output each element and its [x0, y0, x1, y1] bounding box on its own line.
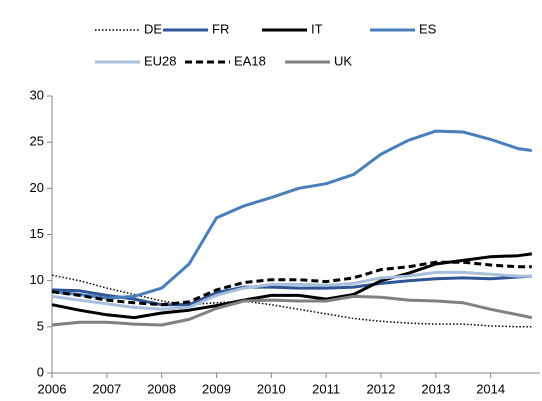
- legend-label: EA18: [234, 53, 266, 68]
- x-tick-label: 2006: [38, 381, 67, 396]
- y-tick-label: 25: [30, 134, 44, 149]
- x-tick-label: 2011: [312, 381, 340, 396]
- x-tick-label: 2012: [367, 381, 396, 396]
- y-tick-label: 20: [30, 180, 44, 195]
- y-tick-label: 0: [37, 364, 44, 379]
- legend-label: DE: [144, 21, 162, 36]
- x-tick-label: 2009: [202, 381, 231, 396]
- y-tick-label: 5: [37, 318, 44, 333]
- series-line: [51, 274, 532, 307]
- x-tick-label: 2008: [147, 381, 176, 396]
- legend-label: EU28: [144, 53, 177, 68]
- y-tick-label: 10: [30, 272, 44, 287]
- legend-label: IT: [311, 21, 323, 36]
- x-tick-label: 2010: [257, 381, 286, 396]
- series-line: [51, 129, 533, 300]
- x-tick-label: 2007: [92, 381, 121, 396]
- legend-label: FR: [212, 21, 229, 36]
- y-tick-label: 30: [30, 87, 44, 102]
- series-line: [51, 270, 532, 311]
- legend-label: ES: [419, 21, 437, 36]
- x-tick-label: 2014: [476, 381, 505, 396]
- series-line: [51, 294, 533, 327]
- series-line: [51, 252, 532, 320]
- series-line: [51, 260, 532, 307]
- legend-label: UK: [334, 53, 352, 68]
- x-tick-label: 2013: [421, 381, 450, 396]
- series-line: [51, 274, 532, 328]
- y-tick-label: 15: [30, 226, 44, 241]
